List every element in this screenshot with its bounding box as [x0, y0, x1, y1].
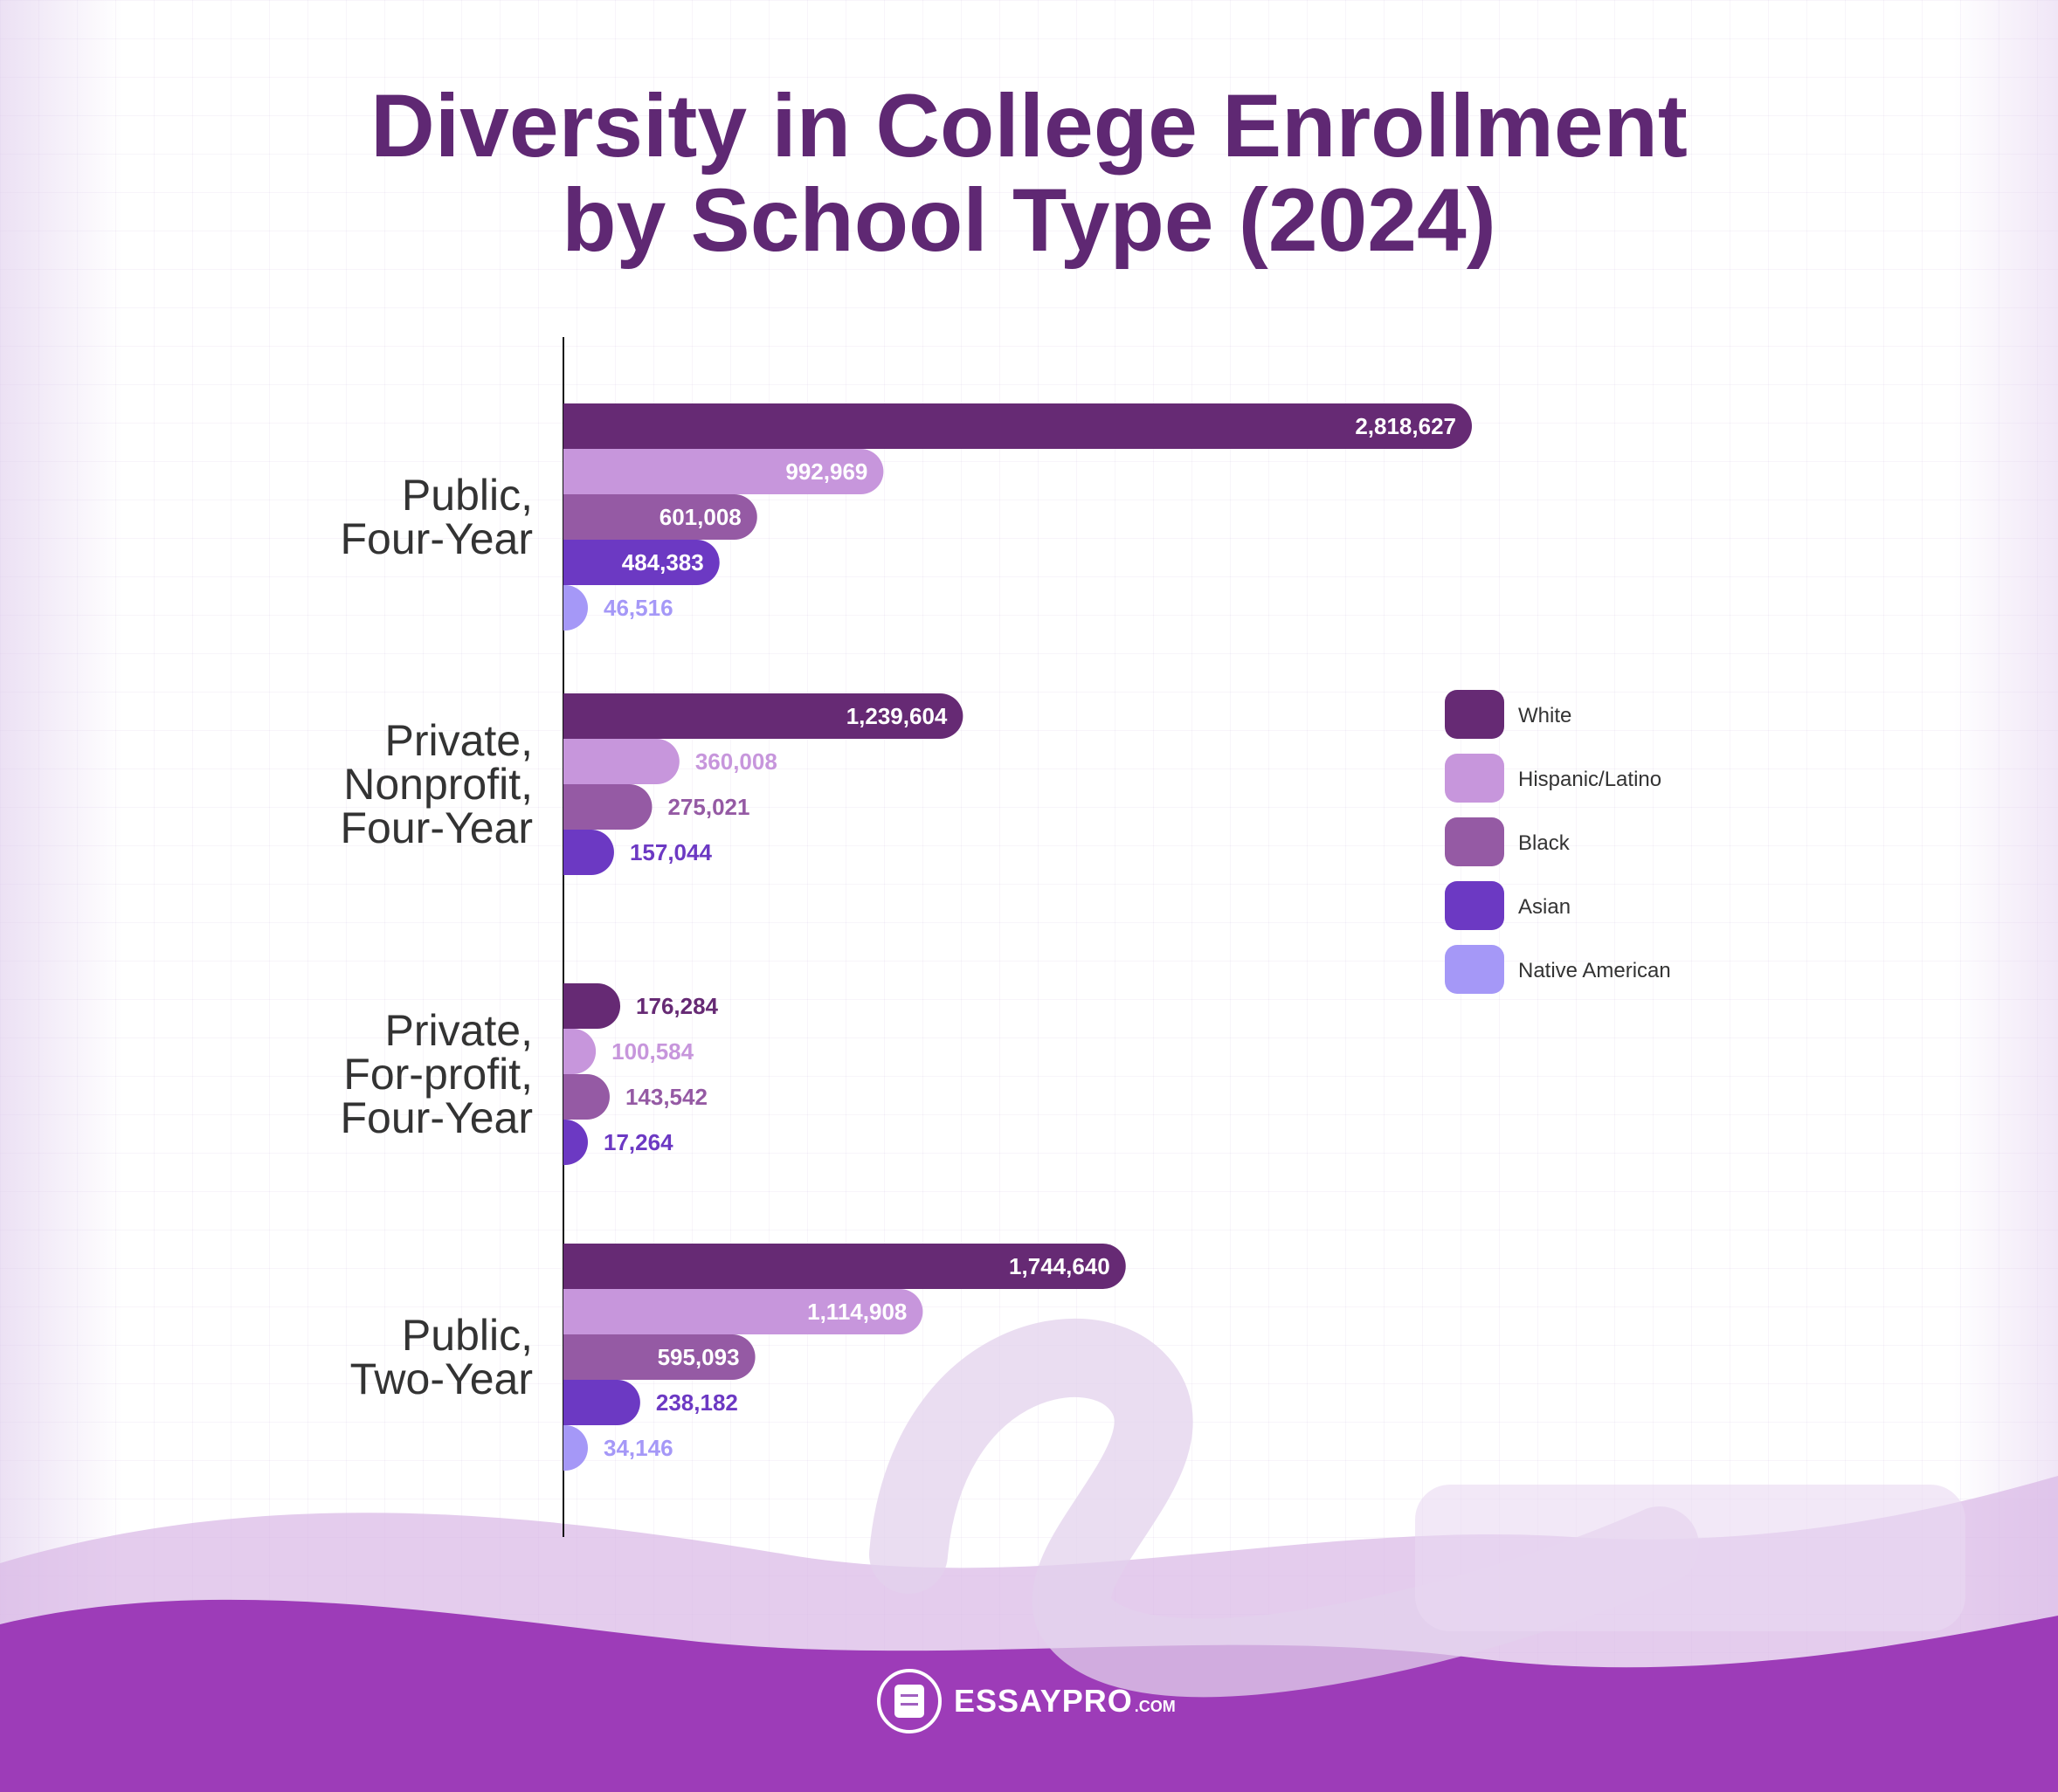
legend-swatch-hispanic-latino: [1445, 754, 1504, 803]
bar-public-two-year-native-american: [563, 1425, 588, 1471]
bar-private-for-profit-four-year-white-value-label: 176,284: [636, 993, 719, 1019]
bar-public-two-year-white: [563, 1244, 1126, 1289]
bar-private-nonprofit-four-year-asian: [563, 830, 614, 875]
category-labels-group: Public,Four-YearPrivate,Nonprofit,Four-Y…: [341, 471, 533, 1403]
chart-title-line-2: by School Type (2024): [562, 170, 1496, 270]
bar-private-for-profit-four-year-black-value-label: 143,542: [625, 1084, 708, 1110]
bar-private-for-profit-four-year-asian-value-label: 17,264: [604, 1129, 673, 1155]
bar-public-four-year-hispanic-latino: [563, 449, 884, 494]
bar-public-two-year-black-value-label: 595,093: [658, 1344, 740, 1370]
bar-public-two-year-hispanic-latino-value-label: 1,114,908: [807, 1299, 907, 1325]
bar-public-two-year-black: [563, 1334, 756, 1380]
bar-private-nonprofit-four-year-asian-value-label: 157,044: [630, 839, 713, 865]
bar-private-nonprofit-four-year-white-value-label: 1,239,604: [846, 703, 948, 729]
brand-name: ESSAYPRO: [954, 1683, 1133, 1719]
bar-public-two-year-white-value-label: 1,744,640: [1009, 1253, 1110, 1279]
legend-swatch-white: [1445, 690, 1504, 739]
category-label-private-for-profit-four-year-line-1: Private,: [384, 1006, 533, 1055]
bar-private-for-profit-four-year-black: [563, 1074, 610, 1120]
legend-label-native-american: Native American: [1518, 959, 1671, 982]
bar-public-four-year-black: [563, 494, 757, 540]
bar-public-four-year-black-value-label: 601,008: [660, 504, 742, 530]
category-label-private-for-profit-four-year-line-3: Four-Year: [341, 1093, 533, 1142]
category-label-public-four-year-line-2: Four-Year: [341, 514, 533, 563]
category-label-private-for-profit-four-year-line-2: For-profit,: [343, 1050, 533, 1099]
bar-private-for-profit-four-year-hispanic-latino: [563, 1029, 597, 1074]
background-fade-left: [0, 0, 122, 1792]
category-label-private-nonprofit-four-year-line-1: Private,: [384, 716, 533, 765]
category-label-private-nonprofit-four-year-line-2: Nonprofit,: [343, 760, 533, 809]
legend-swatch-asian: [1445, 881, 1504, 930]
bar-private-for-profit-four-year-white: [563, 983, 621, 1029]
bar-public-two-year-asian: [563, 1380, 640, 1425]
category-label-private-nonprofit-four-year-line-3: Four-Year: [341, 803, 533, 852]
bar-public-four-year-white: [563, 403, 1472, 449]
legend-swatch-native-american: [1445, 945, 1504, 994]
category-label-public-two-year-line-1: Public,: [402, 1311, 533, 1360]
essaypro-logo: ESSAYPRO .COM: [877, 1664, 1176, 1738]
document-pencil-icon: [877, 1669, 942, 1733]
bar-private-for-profit-four-year-asian: [563, 1120, 588, 1165]
bar-public-four-year-hispanic-latino-value-label: 992,969: [785, 458, 867, 485]
chart-title: Diversity in College Enrollment by Schoo…: [0, 79, 2058, 267]
legend-label-asian: Asian: [1518, 895, 1571, 919]
bar-private-nonprofit-four-year-white: [563, 693, 963, 739]
swirl-ribbon: [869, 1318, 1699, 1698]
bar-private-nonprofit-four-year-hispanic-latino-value-label: 360,008: [695, 748, 777, 775]
bar-public-four-year-native-american-value-label: 46,516: [604, 595, 673, 621]
legend-label-white: White: [1518, 704, 1571, 727]
bar-public-four-year-native-american: [563, 585, 588, 631]
legend-swatch-black: [1445, 817, 1504, 866]
bar-public-four-year-asian-value-label: 484,383: [622, 549, 704, 576]
brand-suffix: .COM: [1134, 1697, 1176, 1715]
legend: White Hispanic/Latino Black Asian Native Ame…: [1445, 690, 1671, 994]
bar-public-four-year-asian: [563, 540, 720, 585]
bar-public-four-year-white-value-label: 2,818,627: [1355, 413, 1456, 439]
bar-private-nonprofit-four-year-hispanic-latino: [563, 739, 680, 784]
legend-label-black: Black: [1518, 831, 1571, 855]
bar-private-nonprofit-four-year-black: [563, 784, 653, 830]
chart-title-line-1: Diversity in College Enrollment: [370, 76, 1688, 176]
bar-public-two-year-hispanic-latino: [563, 1289, 923, 1334]
bar-private-for-profit-four-year-hispanic-latino-value-label: 100,584: [611, 1038, 694, 1065]
bar-public-two-year-asian-value-label: 238,182: [656, 1389, 738, 1416]
legend-label-hispanic-latino: Hispanic/Latino: [1518, 768, 1661, 791]
content-card-edge: [1415, 1485, 1965, 1631]
footer-wave-dark: [0, 1599, 2058, 1792]
bar-public-two-year-native-american-value-label: 34,146: [604, 1435, 673, 1461]
bars-group: 2,818,627 992,969 601,008 484,383 46,516 1,23…: [563, 403, 1472, 1471]
bar-private-nonprofit-four-year-black-value-label: 275,021: [667, 794, 749, 820]
category-label-public-four-year-line-1: Public,: [402, 471, 533, 520]
category-label-public-two-year-line-2: Two-Year: [350, 1354, 533, 1403]
